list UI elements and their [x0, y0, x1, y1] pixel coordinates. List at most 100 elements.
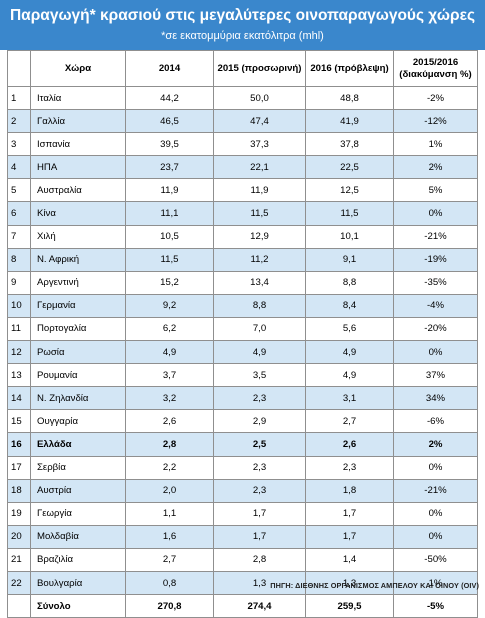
header-2016: 2016 (πρόβλεψη) — [305, 50, 394, 87]
row-country: Μολδαβία — [30, 524, 126, 549]
row-country: Ισπανία — [30, 132, 126, 157]
row-change: 0% — [393, 524, 478, 549]
table-row: 1 Ιταλία 44,2 50,0 48,8 -2% — [7, 85, 478, 111]
table-row: 14 Ν. Ζηλανδία 3,2 2,3 3,1 34% — [7, 386, 478, 411]
row-change: 0% — [393, 201, 478, 226]
row-value-2015: 12,9 — [213, 224, 306, 249]
row-index: 10 — [7, 293, 31, 318]
row-change: -20% — [393, 316, 478, 342]
row-value-2015: 2,5 — [213, 432, 306, 457]
row-index: 7 — [7, 224, 31, 249]
table-row: 9 Αργεντινή 15,2 13,4 8,8 -35% — [7, 270, 478, 295]
table-row: 20 Μολδαβία 1,6 1,7 1,7 0% — [7, 524, 478, 549]
table-row: 6 Κίνα 11,1 11,5 11,5 0% — [7, 201, 478, 226]
row-change: 37% — [393, 363, 478, 388]
row-change: -12% — [393, 109, 478, 134]
row-value-2014: 3,2 — [125, 386, 214, 411]
row-value-2016: 2,7 — [305, 409, 394, 434]
row-value-2016: 37,8 — [305, 132, 394, 157]
row-value-2015: 50,0 — [213, 85, 306, 111]
total-value-2016: 259,5 — [305, 594, 394, 618]
total-row: Σύνολο 270,8 274,4 259,5 -5% — [7, 594, 478, 618]
row-change: 2% — [393, 432, 478, 457]
row-value-2016: 1,4 — [305, 547, 394, 572]
table-row: 7 Χιλή 10,5 12,9 10,1 -21% — [7, 224, 478, 249]
row-value-2016: 1,7 — [305, 501, 394, 526]
row-change: -50% — [393, 547, 478, 572]
row-change: -4% — [393, 293, 478, 318]
row-value-2014: 9,2 — [125, 293, 214, 318]
table-row: 5 Αυστραλία 11,9 11,9 12,5 5% — [7, 178, 478, 203]
table-row: 8 Ν. Αφρική 11,5 11,2 9,1 -19% — [7, 247, 478, 272]
row-value-2016: 8,8 — [305, 270, 394, 295]
row-value-2014: 23,7 — [125, 155, 214, 180]
total-change: -5% — [393, 594, 478, 618]
row-value-2016: 9,1 — [305, 247, 394, 272]
row-change: 34% — [393, 386, 478, 411]
row-country: Ρωσία — [30, 340, 126, 365]
row-index: 6 — [7, 201, 31, 226]
row-value-2015: 13,4 — [213, 270, 306, 295]
table-row: 11 Πορτογαλία 6,2 7,0 5,6 -20% — [7, 316, 478, 342]
row-value-2015: 1,7 — [213, 524, 306, 549]
row-change: 2% — [393, 155, 478, 180]
row-country: Ουγγαρία — [30, 409, 126, 434]
row-value-2014: 3,7 — [125, 363, 214, 388]
row-index: 13 — [7, 363, 31, 388]
row-value-2016: 48,8 — [305, 85, 394, 111]
table-row: 22 Βουλγαρία 0,8 1,3 1,3 1% — [7, 570, 478, 596]
row-change: -21% — [393, 478, 478, 503]
page-subtitle: *σε εκατομμύρια εκατόλιτρα (mhl) — [161, 30, 324, 42]
row-change: 0% — [393, 455, 478, 480]
row-value-2015: 2,3 — [213, 478, 306, 503]
row-value-2016: 4,9 — [305, 340, 394, 365]
header-country: Χώρα — [30, 50, 126, 87]
table-row: 12 Ρωσία 4,9 4,9 4,9 0% — [7, 340, 478, 365]
row-value-2016: 12,5 — [305, 178, 394, 203]
row-index: 20 — [7, 524, 31, 549]
header-change: 2015/2016 (διακύμανση %) — [393, 50, 478, 87]
row-country: Κίνα — [30, 201, 126, 226]
table-row: 21 Βραζιλία 2,7 2,8 1,4 -50% — [7, 547, 478, 572]
row-value-2015: 2,3 — [213, 455, 306, 480]
row-country: Αργεντινή — [30, 270, 126, 295]
row-value-2014: 4,9 — [125, 340, 214, 365]
row-index: 19 — [7, 501, 31, 526]
header-2015: 2015 (προσωρινή) — [213, 50, 306, 87]
row-index: 18 — [7, 478, 31, 503]
row-index: 14 — [7, 386, 31, 411]
row-value-2014: 44,2 — [125, 85, 214, 111]
table-row: 19 Γεωργία 1,1 1,7 1,7 0% — [7, 501, 478, 526]
row-country: Αυστρία — [30, 478, 126, 503]
row-country: ΗΠΑ — [30, 155, 126, 180]
page-title: Παραγωγή* κρασιού στις μεγαλύτερες οινοπ… — [9, 7, 476, 24]
row-value-2015: 2,3 — [213, 386, 306, 411]
row-change: -35% — [393, 270, 478, 295]
row-change: 1% — [393, 132, 478, 157]
row-value-2014: 2,8 — [125, 432, 214, 457]
row-index: 3 — [7, 132, 31, 157]
row-value-2016: 4,9 — [305, 363, 394, 388]
row-index: 17 — [7, 455, 31, 480]
row-value-2015: 7,0 — [213, 316, 306, 342]
row-value-2014: 1,6 — [125, 524, 214, 549]
row-value-2015: 2,9 — [213, 409, 306, 434]
row-country: Γερμανία — [30, 293, 126, 318]
row-value-2016: 8,4 — [305, 293, 394, 318]
table-header-row: Χώρα 2014 2015 (προσωρινή) 2016 (πρόβλεψ… — [7, 50, 478, 87]
row-country: Γαλλία — [30, 109, 126, 134]
table-row: 10 Γερμανία 9,2 8,8 8,4 -4% — [7, 293, 478, 318]
table-row: 17 Σερβία 2,2 2,3 2,3 0% — [7, 455, 478, 480]
row-value-2016: 1,7 — [305, 524, 394, 549]
header-change-line1: 2015/2016 — [412, 56, 459, 68]
table-row: 13 Ρουμανία 3,7 3,5 4,9 37% — [7, 363, 478, 388]
row-index: 15 — [7, 409, 31, 434]
row-value-2016: 41,9 — [305, 109, 394, 134]
row-value-2016: 3,1 — [305, 386, 394, 411]
row-value-2016: 1,8 — [305, 478, 394, 503]
row-country: Ρουμανία — [30, 363, 126, 388]
row-value-2014: 2,7 — [125, 547, 214, 572]
row-change: -6% — [393, 409, 478, 434]
row-index: 21 — [7, 547, 31, 572]
row-change: -2% — [393, 85, 478, 111]
